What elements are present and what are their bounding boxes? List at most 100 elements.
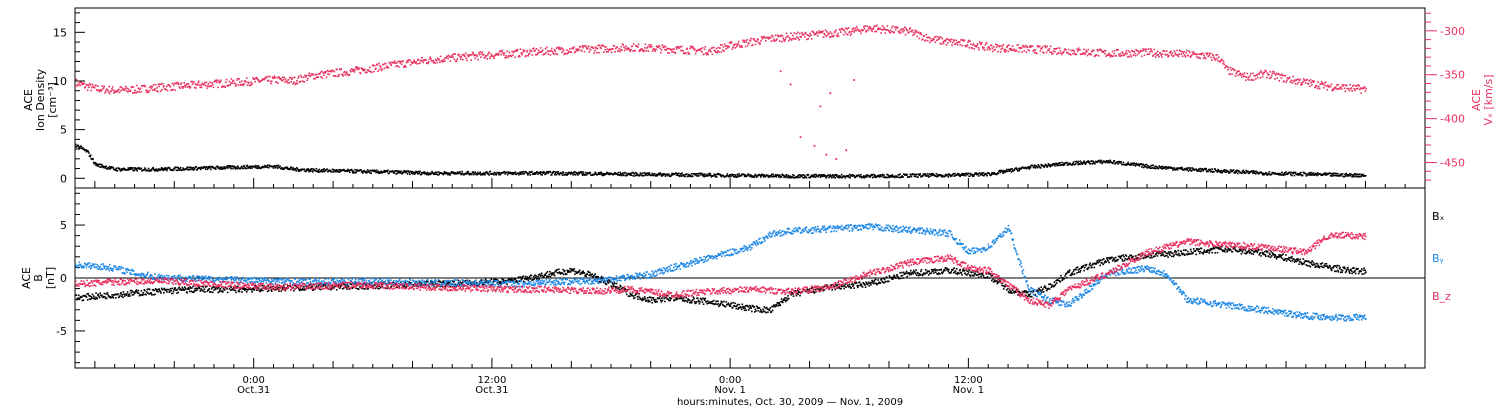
- vx-series-point: [91, 87, 93, 89]
- vx-series-point: [314, 78, 316, 80]
- vx-series-point: [561, 47, 563, 49]
- vx-series-point: [831, 33, 833, 35]
- vx-series-point: [680, 50, 682, 52]
- vx-series-point: [951, 44, 953, 46]
- vx-series-point: [973, 48, 975, 50]
- density-series-point: [409, 174, 411, 176]
- density-series-point: [748, 174, 750, 176]
- density-series-point: [291, 167, 293, 169]
- vx-series-point: [760, 40, 762, 42]
- b-series-0-point: [469, 280, 471, 282]
- vx-series-point: [910, 27, 912, 29]
- vx-series-point: [573, 48, 575, 50]
- vx-series-point: [1308, 83, 1310, 85]
- vx-series-point: [1149, 51, 1151, 53]
- vx-series-point: [436, 62, 438, 64]
- vx-series-point: [662, 44, 664, 46]
- vx-series-point: [577, 48, 579, 50]
- density-series-point: [195, 166, 197, 168]
- vx-series-point: [1133, 54, 1135, 56]
- vx-series-point: [288, 79, 290, 81]
- vx-series-point: [475, 58, 477, 60]
- b-series-0-point: [364, 288, 366, 290]
- b-series-0-point: [210, 291, 212, 293]
- vx-series-point: [383, 64, 385, 66]
- vx-series-point: [835, 29, 837, 31]
- vx-series-point: [671, 49, 673, 51]
- vx-series-point: [1185, 56, 1187, 58]
- density-series-point: [621, 175, 623, 177]
- vx-series-point: [119, 92, 121, 94]
- vx-series-point: [151, 86, 153, 88]
- vx-series-point: [630, 49, 632, 51]
- vx-series-point: [293, 83, 295, 85]
- vx-series-point: [402, 60, 404, 62]
- vx-series-point: [171, 89, 173, 91]
- vx-series-point: [1244, 76, 1246, 78]
- vx-series-point: [706, 54, 708, 56]
- vx-series-point: [993, 46, 995, 48]
- vx-series-point: [1237, 70, 1239, 72]
- density-series-point: [311, 168, 313, 170]
- vx-series-point: [1231, 73, 1233, 75]
- vx-series-point: [973, 43, 975, 45]
- plasma-panel-frame: [75, 8, 1425, 188]
- vx-series-point: [920, 32, 922, 34]
- vx-series-point: [158, 84, 160, 86]
- vx-series-point: [900, 32, 902, 34]
- vx-series-point: [716, 52, 718, 54]
- density-series-point: [678, 172, 680, 174]
- vx-series-point: [195, 87, 197, 89]
- vx-series-point: [971, 47, 973, 49]
- vx-series-point: [489, 58, 491, 60]
- density-series-point: [1139, 165, 1141, 167]
- density-series-point: [1342, 173, 1344, 175]
- vx-series-point: [582, 45, 584, 47]
- vx-series-point: [625, 48, 627, 50]
- vx-series-point: [778, 35, 780, 37]
- vx-series-point: [1192, 51, 1194, 53]
- b-series-0-point: [268, 290, 270, 292]
- b-series-0-point: [126, 293, 128, 295]
- vx-series-point: [507, 50, 509, 52]
- vx-series-point: [353, 69, 355, 71]
- vx-series-point: [581, 50, 583, 52]
- vx-series-point: [864, 28, 866, 30]
- vx-series-point: [243, 85, 245, 87]
- vx-series-point: [1248, 77, 1250, 79]
- density-series-point: [307, 168, 309, 170]
- vx-series-point: [1076, 53, 1078, 55]
- vx-series-point: [1172, 52, 1174, 54]
- vx-series-point: [90, 90, 92, 92]
- density-series-point: [518, 174, 520, 176]
- vx-series-point: [388, 67, 390, 69]
- vx-series-point: [409, 60, 411, 62]
- vx-series-point: [1119, 53, 1121, 55]
- b-series-0-point: [212, 292, 214, 294]
- vx-series-point: [1251, 79, 1253, 81]
- vx-series-point: [689, 53, 691, 55]
- vx-series-point: [580, 46, 582, 48]
- vx-series-point: [1178, 53, 1180, 55]
- vx-series-point: [1183, 53, 1185, 55]
- vx-series-point: [633, 43, 635, 45]
- vx-series-point: [233, 80, 235, 82]
- density-series-point: [958, 173, 960, 175]
- density-series-point: [990, 174, 992, 176]
- vx-series-point: [1250, 73, 1252, 75]
- vx-series-point: [803, 34, 805, 36]
- vx-series-point: [132, 92, 134, 94]
- vx-series-point: [393, 62, 395, 64]
- density-series-point: [1241, 172, 1243, 174]
- vx-series-point: [110, 91, 112, 93]
- vx-series-point: [1186, 50, 1188, 52]
- vx-series-point: [903, 28, 905, 30]
- density-series-point: [640, 173, 642, 175]
- density-series-point: [755, 174, 757, 176]
- vx-series-point: [338, 75, 340, 77]
- density-series-point: [186, 167, 188, 169]
- vx-series-point: [439, 62, 441, 64]
- vx-series-point: [790, 33, 792, 35]
- vx-series-point: [793, 38, 795, 40]
- density-series-point: [488, 173, 490, 175]
